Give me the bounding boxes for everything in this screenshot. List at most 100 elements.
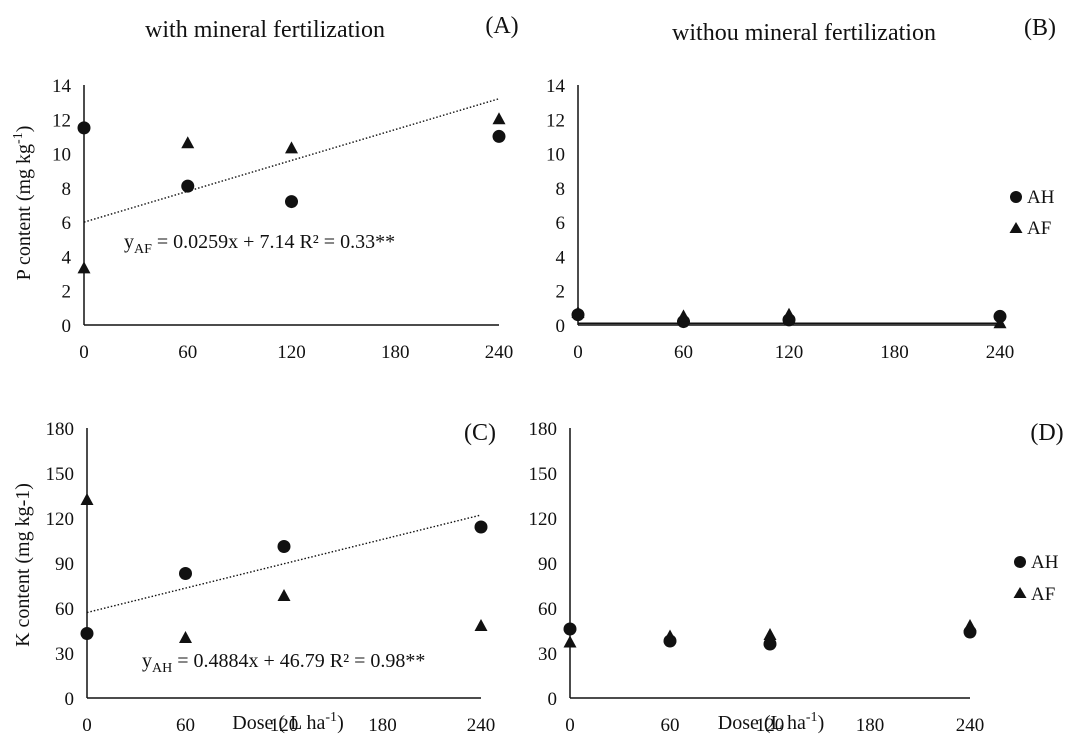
trendline <box>83 98 500 223</box>
col-title-left: with mineral fertilization <box>145 17 385 43</box>
y-tick-label: 14 <box>52 76 72 97</box>
panel-label-b: (B) <box>1024 15 1056 41</box>
y-tick-label: 10 <box>52 145 71 166</box>
x-tick-label: 60 <box>178 342 197 363</box>
col-title-right: withou mineral fertilization <box>672 20 936 46</box>
plots: 0 2 4 6 8 10 12 14 0 60 120 180 240 0 2 4 6 8 10 12 14 0 60 120… <box>46 76 1015 734</box>
point-af <box>763 628 777 640</box>
x-tick-label: 240 <box>467 715 496 734</box>
legend-marker-ah <box>1014 556 1026 568</box>
y-tick-label: 4 <box>62 247 72 268</box>
point-ah <box>80 627 94 640</box>
x-tick-label: 60 <box>176 715 195 734</box>
point-ah <box>181 179 195 193</box>
panel-label-d: (D) <box>1030 420 1063 446</box>
x-tick-label: 240 <box>956 715 985 734</box>
legend-label-ah: AH <box>1031 552 1059 573</box>
x-tick-label: 60 <box>661 715 680 734</box>
panel-c: 0 30 60 90 120 150 180 0 60 120 180 240 <box>46 419 496 734</box>
y-tick-label: 0 <box>62 316 72 337</box>
x-tick-label: 0 <box>573 342 583 363</box>
y-tick-label: 180 <box>529 419 558 440</box>
point-af <box>563 635 577 648</box>
y-tick-label: 12 <box>546 110 565 131</box>
x-tick-label: 120 <box>775 342 804 363</box>
point-af <box>80 493 94 505</box>
y-tick-label: 120 <box>46 509 75 530</box>
y-tick-label: 10 <box>546 145 565 166</box>
panel-a: 0 2 4 6 8 10 12 14 0 60 120 180 240 <box>52 76 513 363</box>
x-tick-label: 180 <box>381 342 410 363</box>
point-af <box>782 307 796 320</box>
x-tick-label: 240 <box>485 342 514 363</box>
y-tick-label: 120 <box>529 509 558 530</box>
x-tick-label: 0 <box>565 715 575 734</box>
point-af <box>663 629 677 642</box>
legend-label-af: AF <box>1031 584 1055 605</box>
x-tick-label: 180 <box>880 342 909 363</box>
y-tick-label: 150 <box>529 464 558 485</box>
point-af <box>179 631 192 643</box>
y-tick-label: 60 <box>55 599 74 620</box>
y-tick-label: 150 <box>46 464 75 485</box>
x-tick-label: 0 <box>82 715 92 734</box>
y-tick-label: 14 <box>546 76 566 97</box>
point-ah <box>763 637 777 651</box>
x-tick-label: 120 <box>277 342 306 363</box>
point-ah <box>77 121 91 135</box>
y-tick-label: 12 <box>52 110 71 131</box>
point-ah <box>474 520 488 534</box>
equation-c: yAH = 0.4884x + 46.79 R² = 0.98** <box>142 650 425 676</box>
y-tick-label: 2 <box>62 282 72 303</box>
point-ah <box>563 622 577 636</box>
point-af <box>492 112 506 125</box>
panel-d: 0 30 60 90 120 150 180 0 60 120 180 240 <box>529 419 985 734</box>
y-tick-label: 30 <box>538 644 557 665</box>
x-tick-label: 60 <box>674 342 693 363</box>
legend-label-af: AF <box>1027 218 1051 239</box>
legend-marker-ah <box>1010 191 1022 203</box>
y-tick-label: 6 <box>62 213 72 234</box>
x-tick-label: 120 <box>270 715 299 734</box>
point-af <box>993 316 1007 329</box>
x-axis-label-left: Dose ( L ha-1) <box>232 710 343 734</box>
x-axis-label-right: Dose (L ha-1) <box>718 710 824 734</box>
y-tick-label: 0 <box>548 689 558 710</box>
point-af <box>963 619 977 631</box>
trendline <box>86 514 482 614</box>
y-tick-label: 8 <box>556 179 566 200</box>
y-tick-label: 4 <box>556 247 566 268</box>
point-ah <box>492 129 506 143</box>
y-tick-label: 90 <box>55 554 74 575</box>
point-ah <box>285 195 298 209</box>
legend-marker-af <box>1013 587 1027 598</box>
point-af <box>277 589 291 601</box>
y-tick-label: 180 <box>46 419 75 440</box>
legend-marker-af <box>1009 222 1023 233</box>
y-tick-label: 0 <box>556 316 566 337</box>
x-tick-label: 180 <box>856 715 885 734</box>
equation-a: yAF = 0.0259x + 7.14 R² = 0.33** <box>124 231 395 257</box>
point-af <box>474 619 488 631</box>
point-af <box>285 141 298 154</box>
legend-bottom: AH AF <box>1013 552 1059 605</box>
x-tick-label: 240 <box>986 342 1015 363</box>
y-axis-label-p: P content (mg kg-1) <box>11 126 35 281</box>
y-tick-label: 90 <box>538 554 557 575</box>
y-tick-label: 60 <box>538 599 557 620</box>
point-af <box>571 306 585 318</box>
panel-label-c: (C) <box>464 420 496 446</box>
y-tick-label: 30 <box>55 644 74 665</box>
y-tick-label: 2 <box>556 282 566 303</box>
x-tick-label: 180 <box>368 715 397 734</box>
point-ah <box>179 567 192 580</box>
y-tick-label: 6 <box>556 213 566 234</box>
point-af <box>77 261 91 274</box>
legend-top: AH AF <box>1009 187 1055 239</box>
y-tick-label: 8 <box>62 179 72 200</box>
x-tick-label: 0 <box>79 342 89 363</box>
point-af <box>181 136 195 149</box>
legend-label-ah: AH <box>1027 187 1055 208</box>
y-axis-label-k: K content (mg kg-1) <box>12 483 34 647</box>
